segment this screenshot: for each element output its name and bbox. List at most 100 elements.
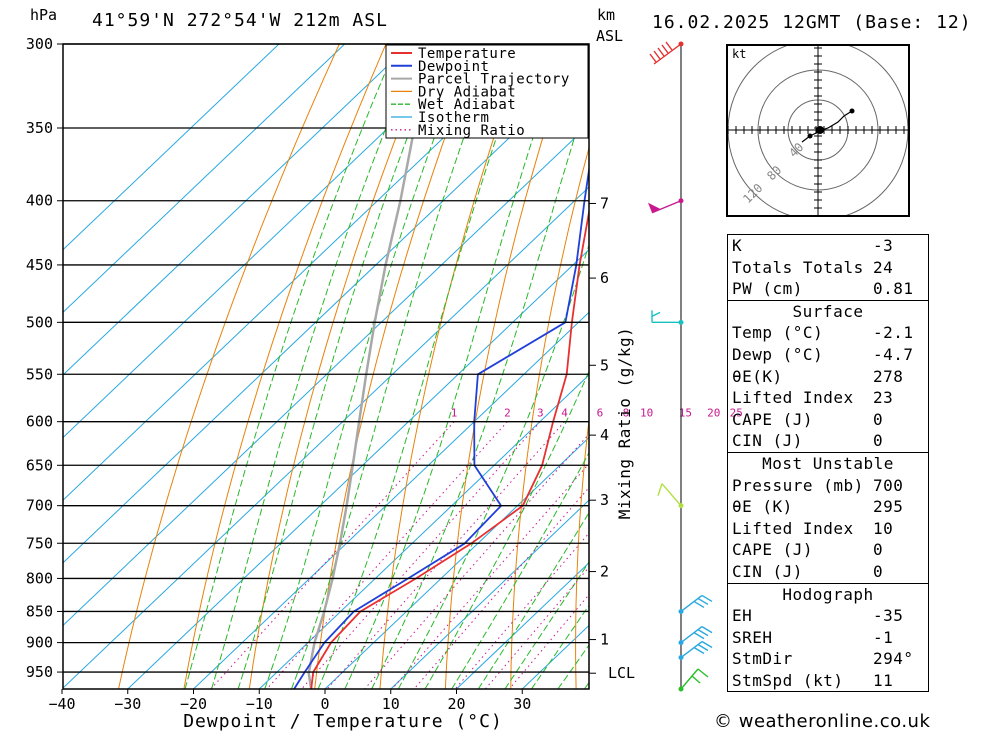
mu-cape: CAPE (J) 0 bbox=[732, 540, 884, 560]
height-tick-label: 4 bbox=[600, 426, 609, 444]
hodo-eh: EH -35 bbox=[732, 606, 904, 626]
height-tick-label: 6 bbox=[600, 269, 609, 287]
isotherm-line bbox=[63, 123, 589, 627]
pressure-tick-label: 500 bbox=[26, 313, 53, 331]
mu-lifted-index: Lifted Index 10 bbox=[732, 518, 894, 538]
temperature-tick-label: −40 bbox=[48, 695, 75, 713]
stat-pw: PW (cm) 0.81 bbox=[732, 279, 914, 299]
wet-adiabat-line bbox=[504, 561, 589, 689]
mixing-ratio-line bbox=[413, 486, 589, 689]
mixing-ratio-label: 4 bbox=[561, 407, 568, 420]
dry-adiabat-line bbox=[926, 44, 968, 689]
pressure-tick-label: 750 bbox=[26, 534, 53, 552]
isotherm-line bbox=[390, 499, 589, 689]
wet-adiabat-line bbox=[237, 44, 445, 689]
wind-barb bbox=[651, 310, 684, 325]
mixing-ratio-line bbox=[484, 566, 589, 689]
mixing-ratio-label: 1 bbox=[451, 407, 458, 420]
surface-dewp: Dewp (°C) -4.7 bbox=[732, 344, 914, 364]
wind-barb bbox=[678, 668, 709, 692]
isotherm-line bbox=[456, 562, 589, 689]
dry-adiabat-line bbox=[639, 44, 713, 689]
most-unstable-section-title: Most Unstable bbox=[728, 451, 928, 475]
pressure-tick-label: 900 bbox=[26, 634, 53, 652]
pressure-tick-label: 700 bbox=[26, 497, 53, 515]
dry-adiabat-line bbox=[510, 145, 589, 689]
legend-entry: Temperature bbox=[418, 46, 516, 62]
hpa-unit-label: hPa bbox=[30, 6, 58, 24]
parcel-trajectory-profile bbox=[307, 44, 432, 689]
temperature-tick-label: −30 bbox=[114, 695, 141, 713]
km-unit-label: km bbox=[597, 6, 616, 24]
mu-pressure: Pressure (mb) 700 bbox=[732, 475, 904, 495]
surface-temp: Temp (°C) -2.1 bbox=[732, 323, 914, 343]
mixing-ratio-line bbox=[326, 421, 565, 689]
hodograph-point-high bbox=[849, 108, 855, 114]
pressure-tick-label: 650 bbox=[26, 456, 53, 474]
wet-adiabat-line bbox=[264, 44, 470, 689]
wet-adiabat-line bbox=[290, 44, 499, 689]
isotherm-line bbox=[324, 436, 589, 689]
hodograph-point-low bbox=[807, 133, 813, 139]
mixing-ratio-axis-title: Mixing Ratio (g/kg) bbox=[615, 327, 634, 520]
mu-cin: CIN (J) 0 bbox=[732, 561, 884, 581]
legend-entry: Wet Adiabat bbox=[418, 97, 516, 113]
datetime-title: 16.02.2025 12GMT (Base: 12) bbox=[652, 12, 972, 33]
surface-cin: CIN (J) 0 bbox=[732, 431, 884, 451]
dry-adiabat-line bbox=[183, 44, 387, 689]
height-tick-label: 7 bbox=[600, 194, 609, 212]
legend-entry: Dry Adiabat bbox=[418, 84, 516, 100]
stat-k: K -3 bbox=[732, 236, 894, 255]
hodograph-section-title: Hodograph bbox=[728, 582, 928, 606]
temperature-tick-label: 0 bbox=[320, 695, 329, 713]
height-tick-label: 1 bbox=[600, 631, 609, 649]
legend-box bbox=[385, 44, 589, 139]
height-tick-label: 5 bbox=[600, 356, 609, 374]
temperature-tick-label: −20 bbox=[180, 695, 207, 713]
hodo-sreh: SREH -1 bbox=[732, 627, 894, 647]
hodograph: 40 80 120 kt bbox=[726, 44, 910, 217]
pressure-tick-label: 400 bbox=[26, 192, 53, 210]
stat-totals-totals: Totals Totals 24 bbox=[732, 257, 894, 277]
hodograph-ring-label-120: 120 bbox=[740, 181, 765, 206]
isotherm-line bbox=[63, 186, 589, 689]
wet-adiabat-line bbox=[424, 370, 589, 689]
hodograph-unit-label: kt bbox=[732, 47, 746, 61]
pressure-tick-label: 800 bbox=[26, 569, 53, 587]
wet-adiabat-line bbox=[211, 44, 421, 689]
isotherm-line bbox=[63, 44, 280, 251]
dry-adiabat-line bbox=[248, 44, 433, 689]
x-axis-title: Dewpoint / Temperature (°C) bbox=[183, 711, 503, 732]
weatheronline-credit-link[interactable]: © weatheronline.co.uk bbox=[714, 711, 931, 732]
mixing-ratio-label: 3 bbox=[537, 407, 544, 420]
wind-barb bbox=[678, 625, 713, 646]
isotherm-line bbox=[258, 374, 589, 689]
isotherm-line bbox=[193, 311, 589, 689]
surface-lifted-index: Lifted Index 23 bbox=[732, 388, 894, 408]
hodograph-ring-label-40: 40 bbox=[786, 140, 806, 160]
asl-unit-label: ASL bbox=[596, 27, 624, 45]
isotherm-line bbox=[127, 249, 589, 689]
temperature-tick-label: 30 bbox=[513, 695, 531, 713]
pressure-tick-label: 550 bbox=[26, 365, 53, 383]
wind-barb bbox=[657, 483, 684, 509]
temperature-tick-label: 10 bbox=[382, 695, 400, 713]
lcl-label: LCL bbox=[608, 664, 635, 682]
temperature-tick-label: 20 bbox=[447, 695, 465, 713]
wet-adiabat-line bbox=[530, 604, 589, 689]
legend-entry: Dewpoint bbox=[418, 59, 489, 75]
isotherm-line bbox=[63, 44, 477, 439]
surface-theta-e: θE(K) 278 bbox=[732, 366, 904, 386]
isotherm-line bbox=[63, 44, 543, 501]
pressure-tick-label: 300 bbox=[26, 35, 53, 53]
mixing-ratio-line bbox=[391, 462, 589, 689]
dry-adiabat-line bbox=[444, 44, 573, 689]
mixing-ratio-label: 2 bbox=[504, 407, 511, 420]
wet-adiabat-line bbox=[184, 44, 398, 689]
wet-adiabat-line bbox=[317, 44, 530, 689]
isotherm-line bbox=[63, 44, 346, 314]
mixing-ratio-label: 25 bbox=[730, 407, 743, 420]
location-title: 41°59'N 272°54'W 212m ASL bbox=[92, 10, 388, 31]
